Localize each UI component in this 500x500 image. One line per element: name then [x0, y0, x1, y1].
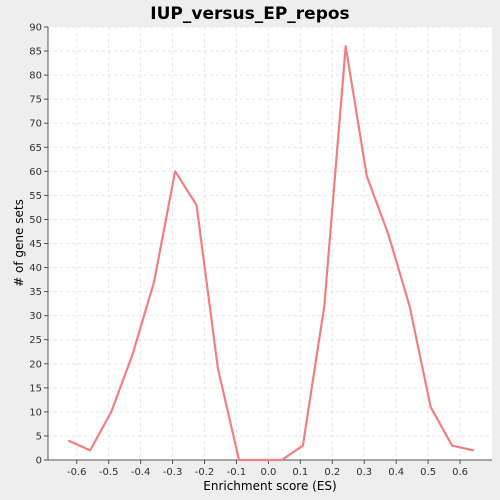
x-tick-label: -0.6	[67, 467, 87, 478]
x-tick-label: 0.2	[324, 467, 340, 478]
y-tick-label: 75	[29, 95, 42, 106]
y-tick-label: 0	[36, 456, 42, 467]
y-tick-label: 20	[29, 359, 42, 370]
x-tick-label: 0.0	[260, 467, 276, 478]
x-tick-label: 0.5	[420, 467, 436, 478]
data-point	[131, 353, 134, 355]
y-tick-label: 60	[29, 167, 42, 178]
y-tick-label: 35	[29, 287, 42, 298]
x-tick-label: -0.3	[163, 467, 183, 478]
y-tick-label: 45	[29, 239, 42, 250]
data-point	[323, 305, 326, 307]
y-tick-label: 90	[29, 23, 42, 34]
data-point	[365, 175, 368, 177]
y-axis-label: # of gene sets	[12, 199, 26, 287]
y-tick-label: 5	[36, 431, 42, 442]
x-tick-label: -0.5	[99, 467, 119, 478]
x-tick-label: -0.2	[195, 467, 215, 478]
y-tick-label: 15	[29, 383, 42, 394]
x-tick-label: 0.1	[292, 467, 308, 478]
y-tick-label: 50	[29, 215, 42, 226]
data-point	[408, 305, 411, 307]
x-axis-label: Enrichment score (ES)	[203, 479, 336, 493]
data-point	[67, 439, 70, 442]
data-point	[451, 444, 453, 447]
y-tick-label: 70	[29, 119, 42, 130]
x-tick-label: 0.6	[452, 467, 468, 478]
chart-title: IUP_versus_EP_repos	[150, 4, 349, 24]
data-point	[217, 367, 219, 370]
data-point	[302, 444, 304, 447]
data-point	[472, 449, 475, 452]
y-tick-label: 85	[29, 47, 42, 58]
data-point	[429, 406, 432, 408]
series-line	[68, 45, 474, 462]
y-tick-label: 10	[29, 407, 42, 418]
y-tick-label: 55	[29, 191, 42, 202]
data-point	[174, 170, 176, 173]
data-point	[281, 459, 283, 461]
data-point	[110, 411, 113, 413]
data-point	[153, 281, 155, 283]
y-tick-label: 40	[29, 263, 42, 274]
series	[67, 45, 475, 462]
y-tick-label: 80	[29, 71, 42, 82]
data-point	[259, 459, 262, 461]
data-point	[344, 45, 347, 48]
y-tick-label: 25	[29, 335, 42, 346]
y-tick-label: 30	[29, 311, 42, 322]
x-tick-label: 0.3	[356, 467, 372, 478]
grid	[48, 26, 492, 460]
data-point	[238, 459, 240, 461]
y-tick-label: 65	[29, 143, 42, 154]
x-tick-label: -0.4	[131, 467, 151, 478]
data-point	[387, 233, 389, 235]
x-tick-label: -0.1	[227, 467, 247, 478]
data-point	[195, 204, 198, 206]
data-point	[89, 449, 91, 452]
x-tick-label: 0.4	[388, 467, 404, 478]
